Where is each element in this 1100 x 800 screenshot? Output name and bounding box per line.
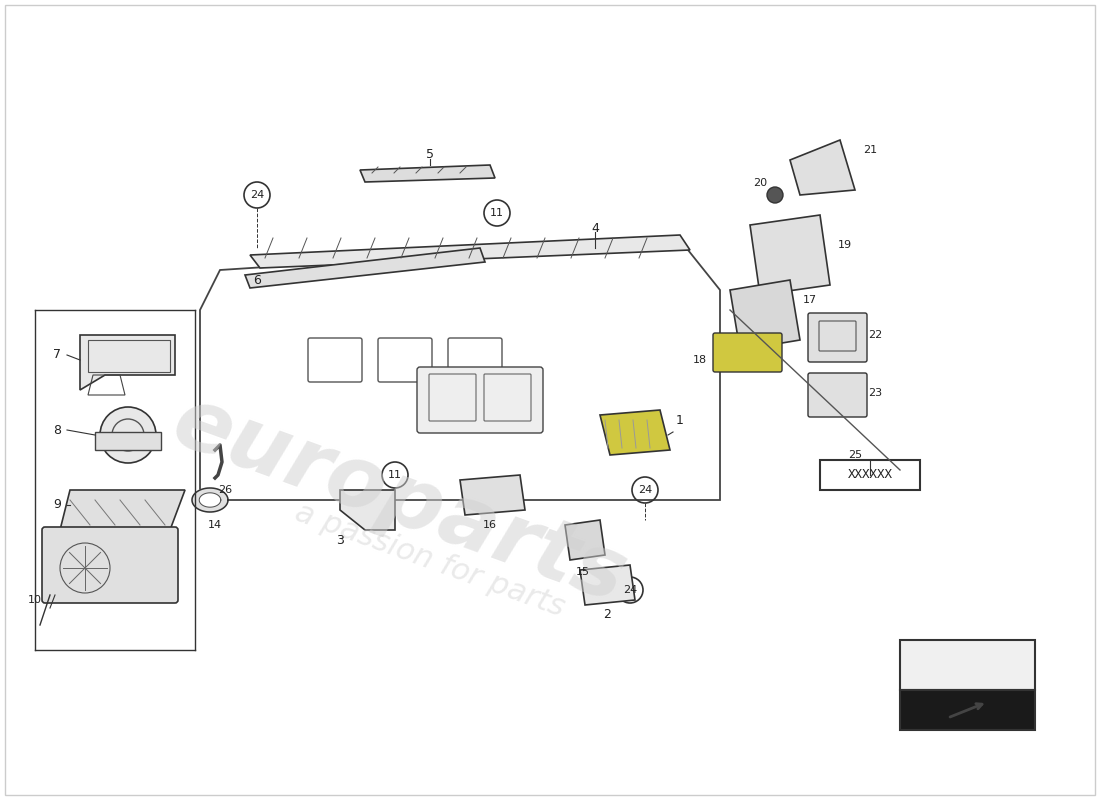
Text: 11: 11 [388,470,401,480]
Text: a passion for parts: a passion for parts [292,498,569,622]
Text: 23: 23 [868,388,882,398]
FancyBboxPatch shape [808,373,867,417]
Text: 20: 20 [752,178,767,188]
Text: 10: 10 [28,595,42,605]
Polygon shape [199,493,221,507]
Text: 819 01: 819 01 [931,741,1004,759]
Polygon shape [750,215,830,295]
Text: 6: 6 [253,274,261,286]
Text: XXXXXX: XXXXXX [847,469,892,482]
Text: 7: 7 [53,349,60,362]
Text: 16: 16 [483,520,497,530]
Text: 25: 25 [848,450,862,460]
Polygon shape [565,520,605,560]
Polygon shape [340,490,395,530]
Circle shape [767,187,783,203]
Text: europarts: europarts [162,380,638,620]
FancyBboxPatch shape [417,367,543,433]
Text: 14: 14 [208,520,222,530]
FancyBboxPatch shape [95,432,161,450]
Polygon shape [790,140,855,195]
Text: 1: 1 [676,414,684,426]
Text: 17: 17 [803,295,817,305]
Polygon shape [192,488,228,512]
Text: 26: 26 [218,485,232,495]
Text: 3: 3 [337,534,344,546]
FancyBboxPatch shape [713,333,782,372]
FancyBboxPatch shape [900,690,1035,730]
Text: 24: 24 [638,485,652,495]
FancyBboxPatch shape [808,313,867,362]
Polygon shape [250,235,690,268]
Text: 4: 4 [591,222,598,234]
Polygon shape [60,490,185,530]
Text: 5: 5 [426,149,434,162]
Text: 18: 18 [693,355,707,365]
Polygon shape [460,475,525,515]
Circle shape [100,407,156,463]
Text: 11: 11 [490,208,504,218]
Text: 21: 21 [862,145,877,155]
Text: 8: 8 [53,423,60,437]
Text: 22: 22 [868,330,882,340]
FancyBboxPatch shape [42,527,178,603]
Text: 9: 9 [53,498,60,511]
Text: 19: 19 [838,240,853,250]
Polygon shape [80,335,175,390]
Text: 2: 2 [603,609,611,622]
Text: 24: 24 [623,585,637,595]
Polygon shape [730,280,800,350]
Text: 15: 15 [576,567,590,577]
Polygon shape [360,165,495,182]
Polygon shape [245,248,485,288]
FancyBboxPatch shape [900,640,1035,690]
Text: 24: 24 [250,190,264,200]
Polygon shape [600,410,670,455]
Polygon shape [580,565,635,605]
